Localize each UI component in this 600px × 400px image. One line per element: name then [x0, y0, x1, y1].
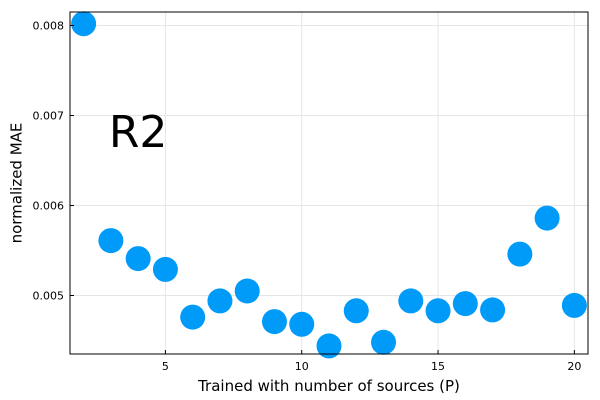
data-point: [452, 291, 478, 317]
data-point: [261, 309, 287, 335]
data-point: [234, 278, 260, 304]
y-axis-label: normalized MAE: [8, 123, 26, 244]
x-tick-label: 10: [295, 360, 309, 373]
y-tick-label: 0.006: [33, 200, 65, 213]
grid: [70, 12, 588, 354]
annotation-label: R2: [109, 107, 168, 158]
data-point: [125, 246, 151, 272]
plot-frame: [69, 11, 589, 355]
data-points: [71, 11, 587, 359]
y-axis-ticks: 0.005 0.006 0.007 0.008: [33, 20, 74, 303]
y-tick-label: 0.005: [33, 290, 65, 303]
data-point: [152, 256, 178, 282]
data-point: [207, 288, 233, 314]
x-axis-label: Trained with number of sources (P): [197, 377, 460, 395]
data-point: [425, 298, 451, 324]
x-axis-ticks: 5 10 15 20: [162, 350, 581, 373]
data-point: [507, 241, 533, 267]
data-point: [561, 292, 587, 318]
data-point: [398, 288, 424, 314]
data-point: [534, 205, 560, 231]
data-point: [98, 228, 124, 254]
data-point: [480, 297, 506, 323]
data-point: [316, 333, 342, 359]
data-point: [343, 298, 369, 324]
x-tick-label: 20: [567, 360, 581, 373]
data-point: [289, 311, 315, 337]
data-point: [180, 304, 206, 330]
x-tick-label: 15: [431, 360, 445, 373]
y-tick-label: 0.008: [33, 20, 65, 33]
y-tick-label: 0.007: [33, 110, 65, 123]
data-point: [371, 329, 397, 355]
x-tick-label: 5: [162, 360, 169, 373]
data-point: [71, 11, 97, 37]
